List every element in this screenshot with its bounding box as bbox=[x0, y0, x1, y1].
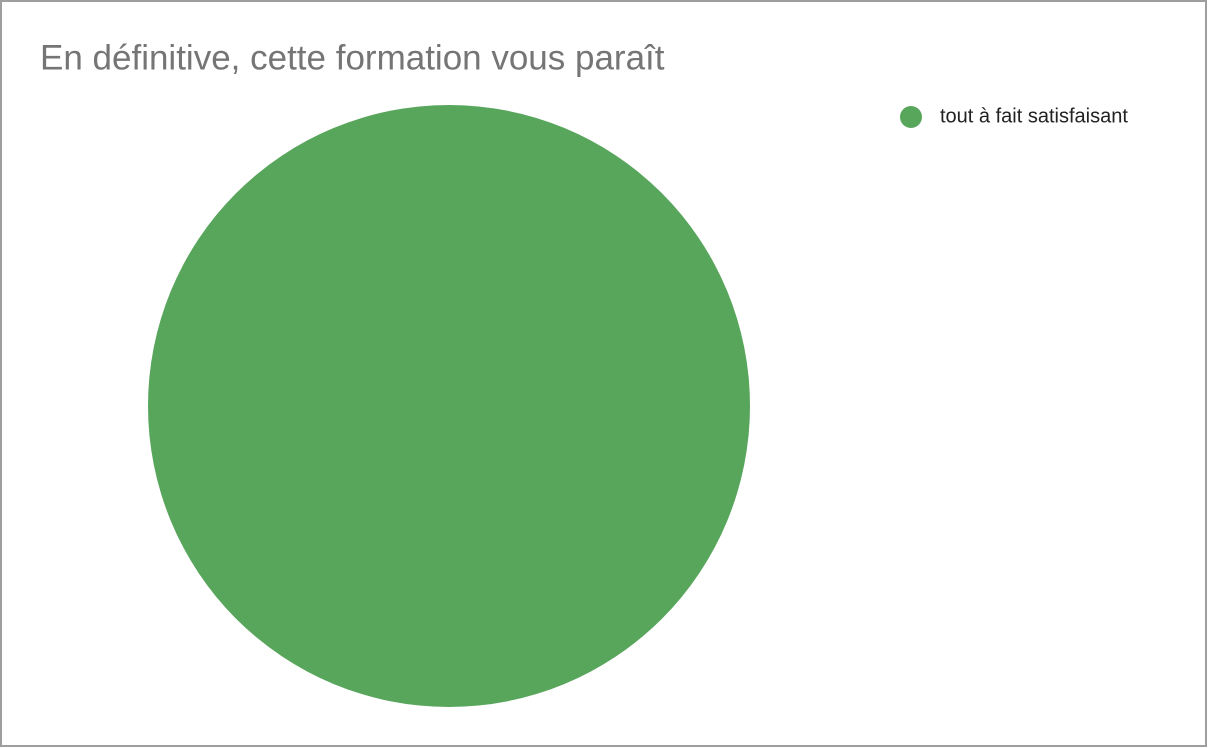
pie-slice bbox=[148, 105, 750, 707]
chart-title: En définitive, cette formation vous para… bbox=[40, 38, 665, 77]
legend-label: tout à fait satisfaisant bbox=[940, 105, 1128, 127]
legend-swatch bbox=[900, 106, 922, 128]
